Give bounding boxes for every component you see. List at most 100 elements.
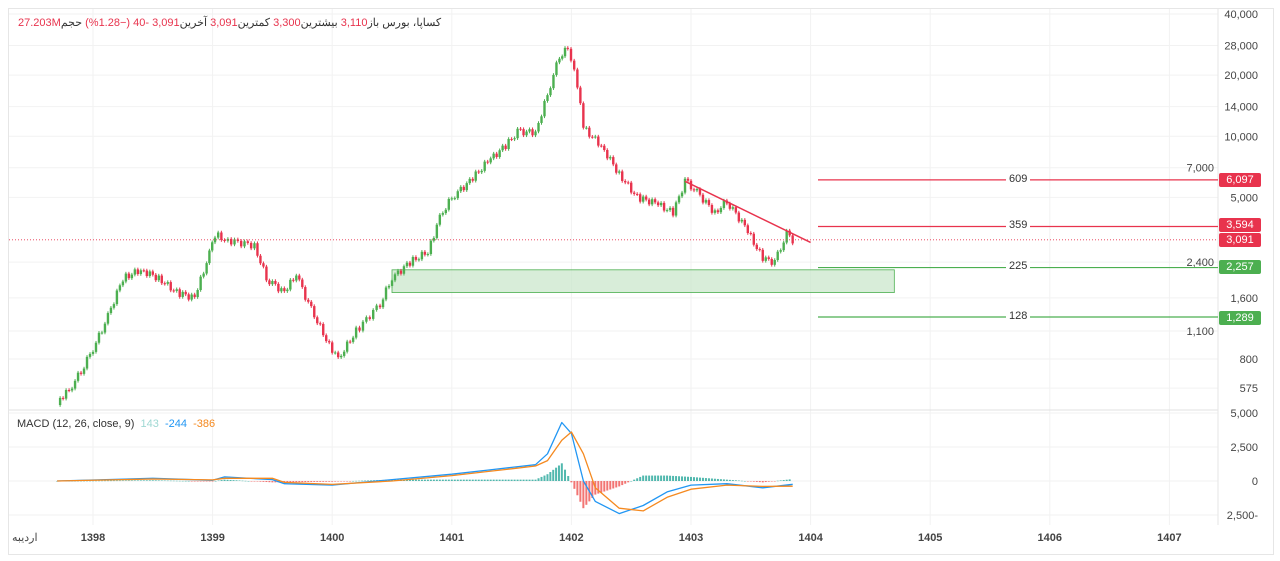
candle-body	[304, 287, 307, 300]
candle-body	[301, 279, 304, 288]
macd-histogram-bar	[468, 479, 471, 481]
macd-legend: MACD (12, 26, close, 9) 143 -244 -386	[17, 418, 215, 430]
macd-histogram-bar	[734, 480, 737, 481]
candle-body	[782, 242, 785, 251]
macd-histogram-bar	[136, 480, 139, 481]
macd-histogram-bar	[477, 479, 480, 481]
macd-histogram-bar	[546, 474, 549, 481]
last-label: آخرین	[179, 17, 208, 29]
macd-histogram-bar	[238, 480, 241, 481]
candle-body	[310, 301, 313, 307]
macd-histogram-bar	[692, 477, 695, 481]
macd-histogram-bar	[340, 481, 343, 482]
macd-histogram-bar	[728, 479, 731, 481]
candle-body	[283, 288, 286, 292]
macd-histogram-bar	[507, 479, 510, 481]
macd-histogram-bar	[582, 481, 585, 509]
macd-histogram-bar	[441, 479, 444, 481]
macd-histogram-bar	[549, 472, 552, 481]
candle-body	[594, 136, 597, 138]
macd-histogram-bar	[522, 479, 525, 481]
candle-body	[480, 170, 483, 173]
macd-histogram-bar	[597, 481, 600, 494]
macd-histogram-bar	[642, 475, 645, 481]
candle-body	[414, 257, 418, 260]
macd-histogram-bar	[567, 476, 570, 481]
macd-histogram-bar	[489, 479, 492, 481]
candle-body	[142, 270, 146, 272]
candle-body	[444, 209, 448, 214]
candle-body	[716, 210, 720, 213]
macd-histogram-bar	[560, 463, 563, 481]
macd-histogram-bar	[516, 479, 519, 481]
macd-histogram-bar	[731, 480, 734, 481]
candle-body	[486, 161, 489, 163]
candle-body	[381, 299, 385, 308]
macd-histogram-bar	[752, 481, 755, 482]
candle-body	[704, 200, 708, 203]
macd-histogram-bar	[486, 479, 489, 481]
macd-histogram-bar	[100, 480, 103, 482]
candle-body	[531, 129, 534, 136]
macd-histogram-bar	[654, 475, 657, 481]
low-label: کمترین	[237, 17, 271, 29]
macd-histogram-bar	[681, 476, 684, 481]
macd-histogram-bar	[557, 465, 560, 481]
macd-histogram-bar	[364, 480, 367, 482]
candle-body	[205, 263, 208, 274]
candle-body	[606, 149, 609, 159]
macd-histogram-bar	[675, 476, 678, 481]
macd-histogram-bar	[663, 475, 666, 481]
candle-body	[621, 171, 624, 181]
macd-histogram-bar	[585, 481, 588, 505]
candle-body	[644, 196, 648, 200]
macd-histogram-bar	[361, 480, 364, 482]
macd-histogram-bar	[121, 480, 124, 482]
macd-histogram-bar	[755, 481, 758, 482]
macd-histogram-bar	[139, 480, 142, 481]
candle-body	[94, 342, 98, 352]
candle-body	[755, 244, 758, 250]
macd-histogram-bar	[220, 480, 223, 481]
macd-histogram-bar	[109, 480, 112, 482]
macd-histogram-bar	[501, 479, 504, 481]
macd-histogram-bar	[405, 479, 408, 481]
macd-histogram-bar	[788, 479, 791, 481]
candle-body	[145, 270, 149, 277]
x-tick-label: 1399	[200, 532, 224, 544]
macd-histogram-bar	[758, 481, 761, 483]
candle-body	[641, 196, 645, 202]
candle-body	[378, 305, 382, 308]
candle-body	[154, 274, 157, 281]
candle-body	[184, 291, 187, 295]
candle-body	[761, 249, 764, 261]
candle-body	[230, 238, 233, 245]
candle-body	[393, 274, 397, 281]
candle-body	[163, 283, 166, 285]
macd-histogram-bar	[770, 481, 773, 482]
macd-histogram-bar	[666, 475, 669, 481]
macd-histogram-bar	[710, 478, 713, 481]
candle-body	[411, 257, 415, 266]
candle-body	[603, 145, 606, 150]
macd-histogram-bar	[540, 476, 543, 481]
candle-body	[558, 58, 561, 63]
macd-histogram-bar	[429, 479, 432, 481]
macd-histogram-bar	[713, 478, 716, 481]
candle-body	[510, 138, 513, 140]
macd-histogram-bar	[510, 479, 513, 481]
candle-body	[396, 270, 400, 275]
macd-histogram-bar	[250, 481, 253, 482]
macd-histogram-bar	[636, 478, 639, 481]
macd-histogram-bar	[453, 479, 456, 481]
chart-frame[interactable]	[8, 8, 1274, 555]
candle-body	[124, 273, 128, 282]
signal-value: -386	[193, 418, 216, 430]
candle-body	[399, 270, 403, 274]
macd-histogram-bar	[573, 481, 576, 489]
candle-body	[659, 202, 663, 206]
candle-body	[157, 275, 160, 281]
macd-histogram-bar	[283, 481, 286, 483]
macd-histogram-bar	[133, 480, 136, 481]
